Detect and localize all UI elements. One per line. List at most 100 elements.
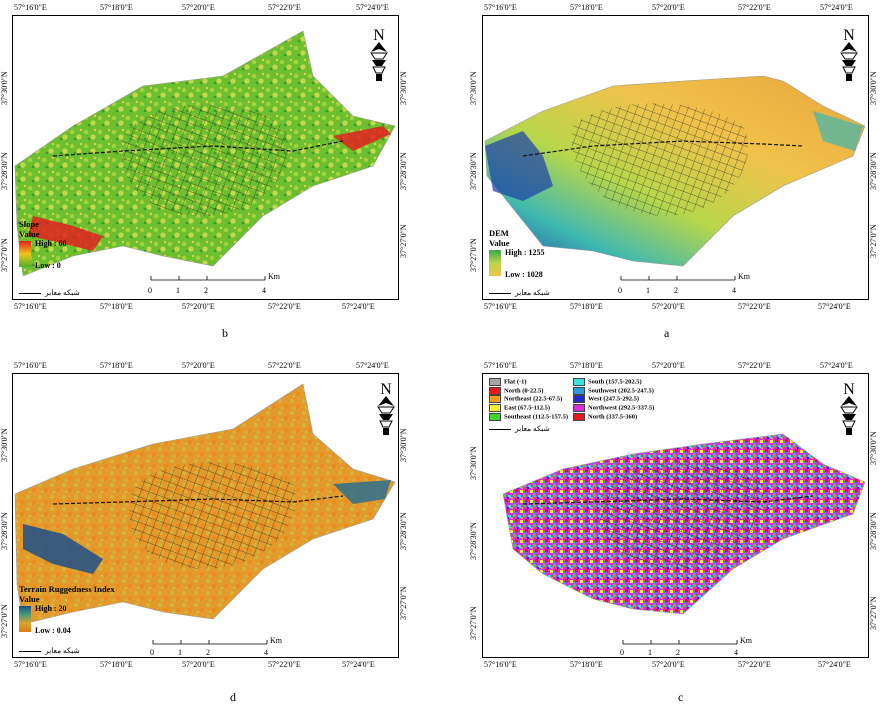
coord-bottom: 57°16'0"E <box>484 660 517 669</box>
road-legend: شبکه معابر <box>19 646 80 655</box>
coord-right: 37°30'0"N <box>869 71 878 105</box>
coord-top: 57°18'0"E <box>570 3 603 12</box>
coord-top: 57°16'0"E <box>14 3 47 12</box>
coord-right: 37°27'0"N <box>399 224 408 258</box>
coord-top: 57°18'0"E <box>570 361 603 370</box>
coord-bottom: 57°18'0"E <box>100 302 133 311</box>
legend-title: Terrain Ruggedness Index <box>19 584 115 594</box>
scale-tick: 4 <box>264 648 268 657</box>
coord-bottom: 57°20'0"E <box>652 660 685 669</box>
aspect-legend-left: Flat (-1) North (0-22.5) Northeast (22.5… <box>489 378 568 421</box>
coord-bottom: 57°22'0"E <box>738 660 771 669</box>
north-arrow-icon <box>368 26 390 82</box>
coord-top: 57°24'0"E <box>356 3 389 12</box>
coord-left: 37°30'0"N <box>469 71 478 105</box>
scale-tick: 2 <box>204 286 208 295</box>
legend-high: High : 1255 <box>505 248 545 258</box>
road-legend: شبکه معابر <box>489 288 550 297</box>
coord-bottom: 57°22'0"E <box>738 302 771 311</box>
coord-right: 37°30'0"N <box>399 428 408 462</box>
coord-right: 37°27'0"N <box>869 224 878 258</box>
scale-tick: 2 <box>674 286 678 295</box>
coord-top: 57°20'0"E <box>182 361 215 370</box>
coord-top: 57°22'0"E <box>268 361 301 370</box>
map-frame-aspect: Flat (-1) North (0-22.5) Northeast (22.5… <box>482 373 869 658</box>
coord-top: 57°20'0"E <box>652 361 685 370</box>
legend-dem: DEM Value High : 1255 Low : 1028 <box>489 228 545 279</box>
coord-right: 37°28'30"N <box>869 512 878 550</box>
coord-top: 57°24'0"E <box>820 361 853 370</box>
legend-item: Flat (-1) <box>489 378 568 387</box>
coord-bottom: 57°24'0"E <box>818 302 851 311</box>
map-frame-dem: DEM Value High : 1255 Low : 1028 Km 0 1 … <box>482 15 869 300</box>
scale-tick: 4 <box>262 286 266 295</box>
coord-left: 37°27'0"N <box>0 604 9 638</box>
coord-top: 57°18'0"E <box>100 3 133 12</box>
coord-bottom: 57°18'0"E <box>570 302 603 311</box>
scale-tick: 2 <box>676 648 680 657</box>
coord-top: 57°22'0"E <box>738 3 771 12</box>
scale-tick: 2 <box>206 648 210 657</box>
legend-item: North (337.5-360) <box>573 412 654 422</box>
coord-left: 37°28'30"N <box>0 512 9 550</box>
coord-top: 57°24'0"E <box>820 3 853 12</box>
legend-swatch <box>489 386 501 395</box>
road-legend: شبکه معابر <box>19 288 80 297</box>
coord-right: 37°28'30"N <box>399 512 408 550</box>
coord-top: 57°18'0"E <box>100 361 133 370</box>
legend-title: DEM <box>489 228 509 238</box>
coord-top: 57°22'0"E <box>268 3 301 12</box>
scale-tick: 4 <box>732 286 736 295</box>
coord-bottom: 57°18'0"E <box>100 660 133 669</box>
coord-right: 37°27'0"N <box>869 596 878 630</box>
legend-item: Southeast (112.5-157.5) <box>489 412 568 422</box>
legend-item: South (157.5-202.5) <box>573 378 654 387</box>
coord-top: 57°16'0"E <box>484 361 517 370</box>
coord-bottom: 57°22'0"E <box>268 302 301 311</box>
coord-bottom: 57°20'0"E <box>182 660 215 669</box>
scale-unit: Km <box>740 636 752 645</box>
legend-swatch <box>573 412 585 421</box>
scale-tick: 0 <box>618 286 622 295</box>
legend-swatch <box>573 395 585 404</box>
coord-bottom: 57°20'0"E <box>182 302 215 311</box>
coord-left: 37°30'0"N <box>0 71 9 105</box>
road-legend: شبکه معابر <box>489 424 550 433</box>
color-ramp <box>489 250 501 277</box>
coord-bottom: 57°24'0"E <box>818 660 851 669</box>
scale-tick: 0 <box>148 286 152 295</box>
coord-left: 37°28'30"N <box>0 152 9 190</box>
color-ramp <box>19 606 31 633</box>
scale-tick: 1 <box>176 286 180 295</box>
scale-tick: 0 <box>620 648 624 657</box>
legend-item: North (0-22.5) <box>489 386 568 396</box>
coord-bottom: 57°22'0"E <box>268 660 301 669</box>
legend-swatch <box>573 404 585 413</box>
legend-item: Southwest (202.5-247.5) <box>573 386 654 396</box>
legend-low: Low : 0.04 <box>35 626 71 636</box>
legend-item: Northeast (22.5-67.5) <box>489 395 568 404</box>
coord-right: 37°28'30"N <box>869 152 878 190</box>
coord-top: 57°16'0"E <box>14 361 47 370</box>
north-arrow-icon <box>838 26 860 82</box>
coord-right: 37°30'0"N <box>869 431 878 465</box>
coord-right: 37°28'30"N <box>399 152 408 190</box>
legend-swatch <box>489 395 501 404</box>
legend-value-label: Value <box>19 229 40 240</box>
dem-map <box>484 75 866 267</box>
coord-bottom: 57°16'0"E <box>14 302 47 311</box>
coord-top: 57°24'0"E <box>356 361 389 370</box>
slope-map <box>14 30 396 277</box>
tri-map <box>14 383 396 625</box>
legend-title: Slope <box>19 219 39 229</box>
scale-tick: 1 <box>646 286 650 295</box>
coord-left: 37°28'30"N <box>469 152 478 190</box>
legend-item: Northwest (292.5-337.5) <box>573 404 654 413</box>
legend-value-label: Value <box>19 594 40 605</box>
color-ramp <box>19 241 31 268</box>
legend-low: Low : 1028 <box>505 270 543 280</box>
legend-swatch <box>573 386 585 395</box>
panel-letter: d <box>230 690 236 704</box>
panel-letter: b <box>222 326 228 340</box>
legend-swatch <box>489 378 501 386</box>
